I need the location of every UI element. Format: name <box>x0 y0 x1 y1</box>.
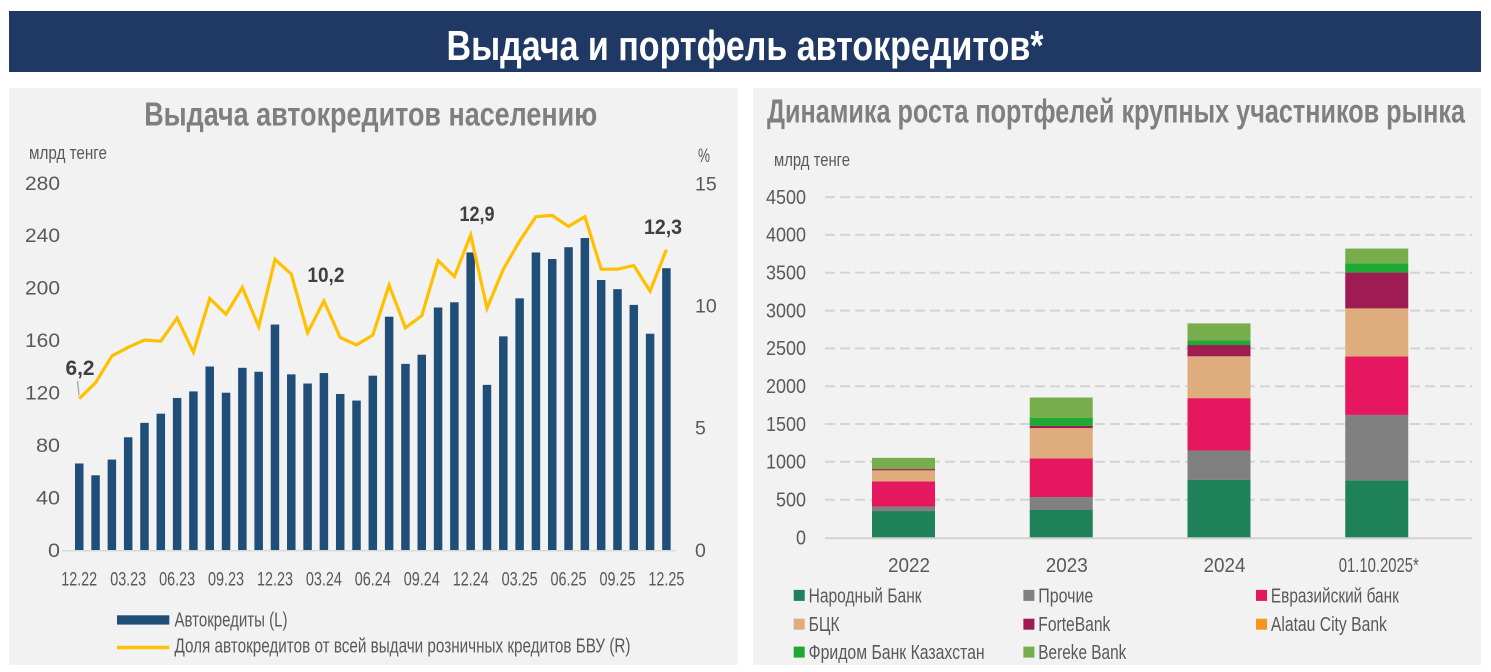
svg-text:%: % <box>698 145 710 167</box>
svg-text:10: 10 <box>695 296 717 318</box>
svg-text:Выдача автокредитов населению: Выдача автокредитов населению <box>144 96 597 133</box>
svg-text:ForteBank: ForteBank <box>1038 614 1111 636</box>
svg-text:280: 280 <box>25 173 60 195</box>
svg-text:2000: 2000 <box>766 376 806 398</box>
svg-text:12.22: 12.22 <box>61 569 97 591</box>
svg-text:4000: 4000 <box>766 225 806 247</box>
svg-text:12.23: 12.23 <box>257 569 293 591</box>
svg-text:01.10.2025*: 01.10.2025* <box>1339 554 1419 577</box>
svg-text:Динамика роста портфелей крупн: Динамика роста портфелей крупных участни… <box>767 93 1465 130</box>
svg-text:12,9: 12,9 <box>460 203 495 226</box>
svg-text:12.24: 12.24 <box>453 569 489 591</box>
svg-text:10,2: 10,2 <box>307 264 344 287</box>
svg-text:БЦК: БЦК <box>809 614 840 636</box>
svg-text:0: 0 <box>695 540 706 562</box>
svg-text:4500: 4500 <box>766 187 806 209</box>
svg-text:Alatau City Bank: Alatau City Bank <box>1271 614 1388 636</box>
svg-text:06.25: 06.25 <box>551 569 587 591</box>
svg-text:160: 160 <box>25 330 60 352</box>
svg-text:1500: 1500 <box>766 414 806 436</box>
svg-text:06.23: 06.23 <box>159 569 195 591</box>
svg-text:40: 40 <box>36 487 60 509</box>
svg-text:09.25: 09.25 <box>600 569 636 591</box>
svg-text:2023: 2023 <box>1046 554 1088 577</box>
svg-text:0: 0 <box>48 540 60 562</box>
svg-text:03.24: 03.24 <box>306 569 342 591</box>
svg-text:2500: 2500 <box>766 338 806 360</box>
svg-text:3500: 3500 <box>766 263 806 285</box>
svg-text:Bereke Bank: Bereke Bank <box>1038 642 1127 664</box>
svg-text:12.25: 12.25 <box>648 569 684 591</box>
svg-text:Фридом Банк Казахстан: Фридом Банк Казахстан <box>809 642 985 664</box>
svg-text:6,2: 6,2 <box>66 357 95 380</box>
svg-text:Выдача и портфель автокредитов: Выдача и портфель автокредитов* <box>447 22 1045 69</box>
svg-text:500: 500 <box>776 490 806 512</box>
svg-text:200: 200 <box>25 278 60 300</box>
svg-text:240: 240 <box>25 225 60 247</box>
svg-text:80: 80 <box>36 435 60 457</box>
svg-text:2022: 2022 <box>888 554 930 577</box>
svg-text:09.23: 09.23 <box>208 569 244 591</box>
svg-text:Евразийский банк: Евразийский банк <box>1271 585 1399 607</box>
svg-text:03.23: 03.23 <box>110 569 146 591</box>
svg-text:03.25: 03.25 <box>502 569 538 591</box>
svg-text:3000: 3000 <box>766 300 806 322</box>
svg-text:2024: 2024 <box>1204 554 1246 577</box>
svg-text:06.24: 06.24 <box>355 569 391 591</box>
svg-text:120: 120 <box>25 383 60 405</box>
svg-text:09.24: 09.24 <box>404 569 440 591</box>
svg-text:Автокредиты (L): Автокредиты (L) <box>175 610 288 632</box>
svg-text:5: 5 <box>695 418 706 440</box>
svg-text:млрд тенге: млрд тенге <box>774 149 850 170</box>
svg-text:млрд тенге: млрд тенге <box>29 142 107 163</box>
svg-text:0: 0 <box>796 527 806 549</box>
svg-text:15: 15 <box>695 174 717 196</box>
svg-text:12,3: 12,3 <box>644 216 682 239</box>
svg-text:1000: 1000 <box>766 452 806 474</box>
svg-text:Народный Банк: Народный Банк <box>809 585 922 607</box>
svg-text:Доля автокредитов от всей выда: Доля автокредитов от всей выдачи розничн… <box>175 636 631 658</box>
svg-text:Прочие: Прочие <box>1038 585 1093 607</box>
